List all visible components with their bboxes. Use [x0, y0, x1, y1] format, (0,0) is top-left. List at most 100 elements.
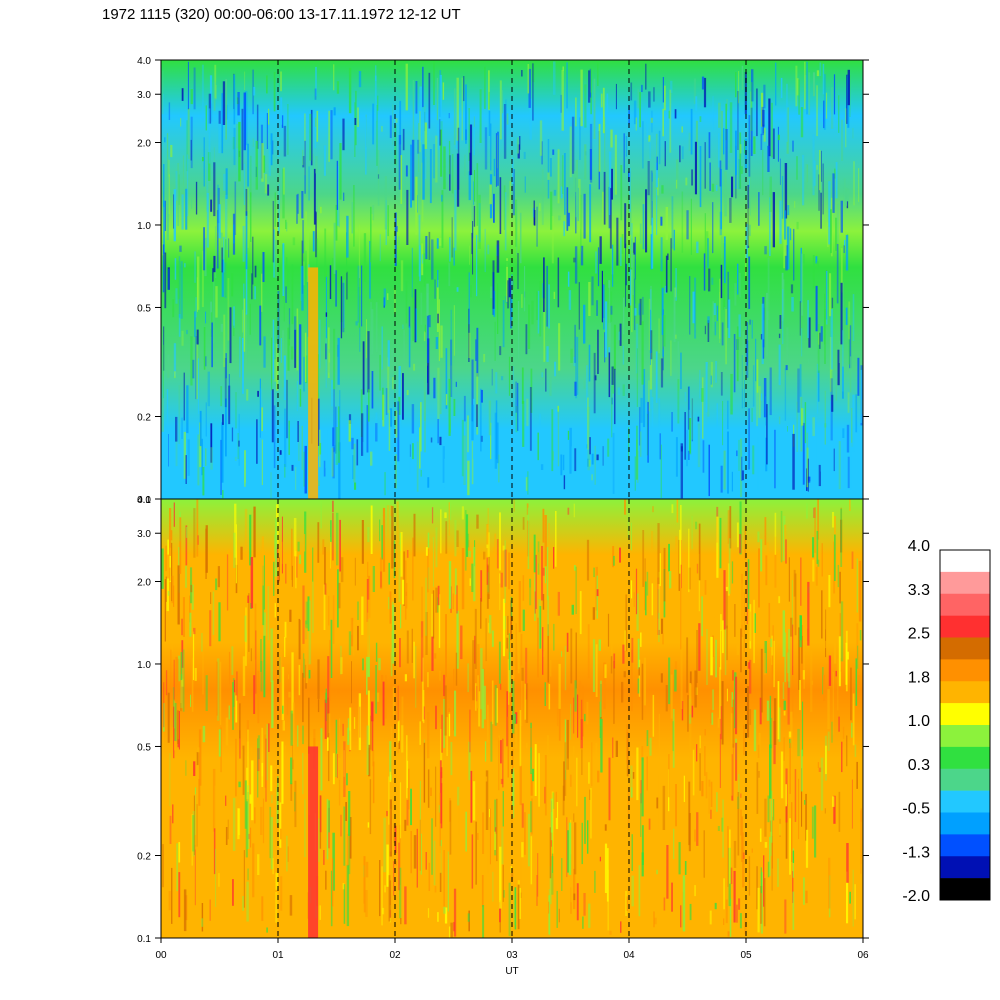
texture-streak [760, 393, 763, 401]
texture-streak [629, 269, 632, 306]
texture-streak [215, 85, 217, 100]
texture-streak [532, 63, 534, 121]
texture-streak [237, 433, 239, 460]
texture-streak [722, 799, 724, 858]
texture-streak [563, 221, 565, 237]
texture-streak [358, 224, 361, 287]
texture-streak [439, 238, 442, 246]
texture-streak [526, 398, 529, 427]
texture-streak [532, 62, 535, 83]
texture-streak [813, 507, 816, 518]
texture-streak [484, 66, 486, 109]
y-tick-label: 0.1 [137, 934, 151, 945]
texture-streak [712, 635, 714, 657]
texture-streak [442, 446, 445, 483]
texture-streak [784, 368, 787, 421]
texture-streak [409, 444, 411, 457]
texture-streak [463, 395, 466, 422]
texture-streak [296, 308, 299, 371]
texture-streak [177, 710, 179, 744]
texture-streak [546, 346, 549, 362]
texture-streak [203, 327, 206, 370]
texture-streak [271, 389, 274, 443]
texture-streak [175, 171, 178, 201]
texture-streak [402, 373, 404, 420]
texture-streak [622, 345, 625, 365]
texture-streak [589, 149, 592, 180]
texture-streak [554, 361, 557, 377]
texture-streak [215, 578, 218, 591]
texture-streak [680, 648, 683, 709]
texture-streak [727, 510, 730, 544]
texture-streak [382, 681, 385, 726]
texture-streak [285, 257, 288, 267]
texture-streak [387, 205, 389, 237]
texture-streak [163, 703, 165, 732]
texture-streak [476, 373, 479, 435]
texture-streak [257, 735, 260, 760]
texture-streak [748, 115, 751, 177]
texture-streak [614, 368, 616, 425]
texture-streak [766, 542, 769, 587]
texture-streak [685, 177, 688, 186]
texture-streak [558, 691, 561, 741]
texture-streak [381, 674, 384, 682]
colorbar-swatch [940, 725, 990, 748]
texture-streak [822, 667, 824, 695]
texture-streak [518, 581, 521, 633]
y-tick-label: 3.0 [137, 90, 151, 101]
texture-streak [438, 299, 440, 362]
texture-streak [637, 89, 639, 109]
texture-streak [381, 326, 383, 370]
texture-streak [453, 398, 456, 416]
texture-streak [525, 324, 528, 355]
texture-streak [325, 343, 327, 360]
texture-streak [733, 177, 735, 187]
texture-streak [508, 278, 511, 298]
texture-streak [379, 860, 381, 917]
texture-streak [609, 188, 612, 249]
texture-streak [178, 872, 181, 918]
texture-streak [325, 312, 328, 317]
texture-streak [193, 795, 195, 856]
texture-streak [302, 585, 305, 644]
texture-streak [570, 703, 572, 740]
texture-streak [573, 356, 576, 367]
colorbar-tick-label: -1.3 [902, 844, 930, 861]
texture-streak [645, 581, 647, 616]
texture-streak [633, 592, 635, 607]
texture-streak [562, 155, 564, 194]
texture-streak [422, 144, 425, 200]
texture-streak [453, 247, 455, 266]
texture-streak [428, 72, 431, 129]
texture-streak [589, 789, 591, 800]
texture-streak [257, 390, 259, 397]
texture-streak [332, 595, 335, 644]
texture-streak [842, 747, 844, 768]
texture-streak [394, 454, 397, 489]
texture-streak [718, 133, 720, 168]
texture-streak [530, 368, 533, 413]
texture-streak [468, 108, 470, 161]
texture-streak [650, 117, 653, 123]
texture-streak [498, 737, 500, 791]
texture-streak [339, 143, 342, 200]
texture-streak [574, 822, 577, 875]
texture-streak [335, 427, 338, 465]
texture-streak [596, 589, 599, 597]
texture-streak [468, 551, 471, 558]
texture-streak [604, 824, 607, 831]
texture-streak [294, 791, 296, 812]
texture-streak [822, 63, 825, 95]
texture-streak [332, 832, 335, 891]
texture-streak [552, 451, 554, 461]
texture-streak [757, 744, 760, 758]
texture-streak [701, 76, 705, 90]
texture-streak [699, 735, 701, 749]
texture-streak [694, 829, 697, 842]
texture-streak [244, 312, 248, 369]
x-tick-label: 00 [155, 950, 167, 961]
texture-streak [456, 585, 458, 614]
texture-streak [657, 774, 660, 830]
colorbar-swatch [940, 878, 990, 901]
